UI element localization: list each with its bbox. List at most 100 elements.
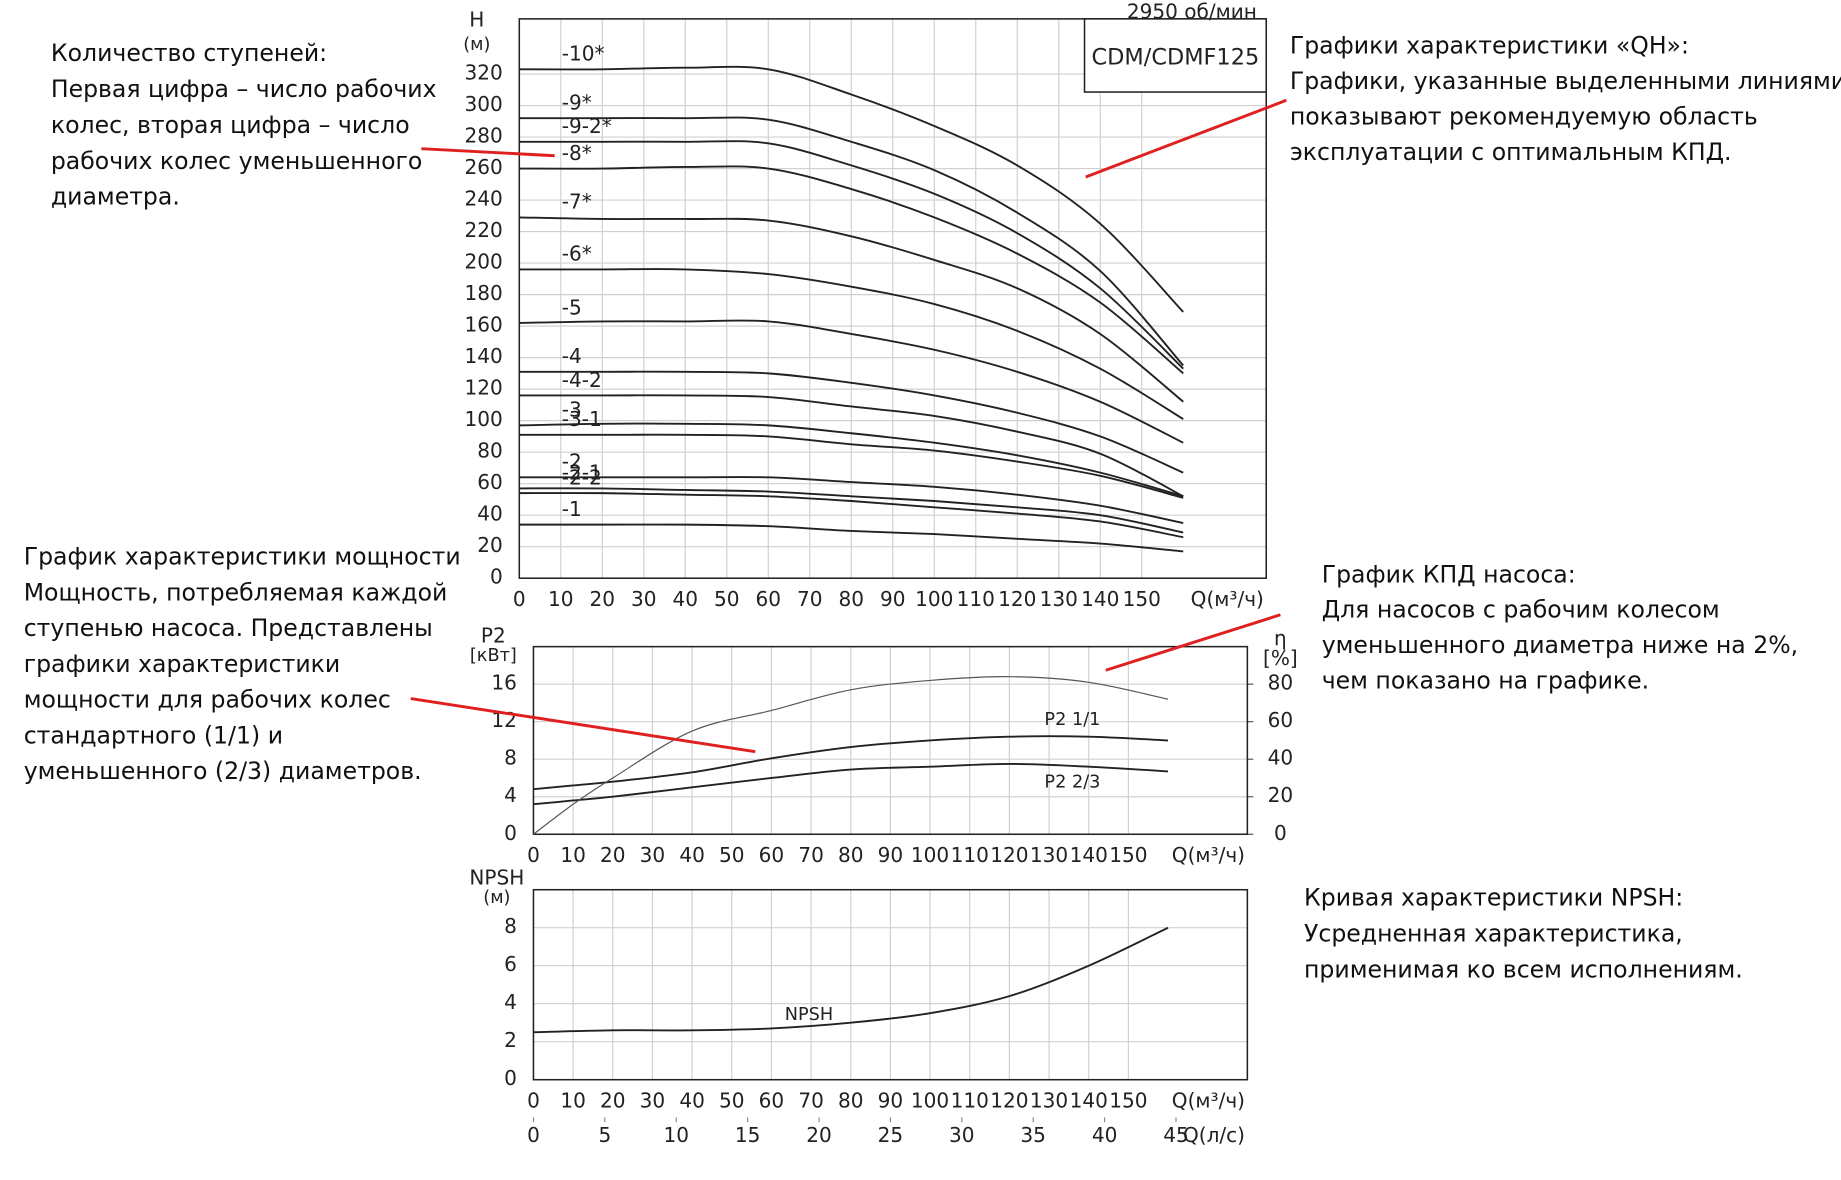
annotation-text: Графики характеристики «QH»: — [1290, 32, 1689, 60]
annotation-text: уменьшенного (2/3) диаметров. — [24, 757, 422, 785]
y-tick-label: 8 — [504, 746, 517, 770]
series-label: NPSH — [785, 1005, 833, 1025]
y-tick-label: 280 — [465, 124, 503, 148]
x2-tick-label: 0 — [527, 1123, 540, 1147]
annotation-text: ступенью насоса. Представлены — [24, 614, 433, 642]
x-axis-label: Q(м³/ч) — [1191, 587, 1264, 611]
x-tick-label: 140 — [1070, 843, 1108, 867]
x-tick-label: 120 — [990, 843, 1028, 867]
y-tick-label: 100 — [465, 407, 503, 431]
y2-tick-label: 80 — [1268, 671, 1294, 695]
y-tick-label: 220 — [465, 218, 503, 242]
y-axis-label: (м) — [463, 35, 490, 55]
series-label: -6* — [562, 242, 592, 266]
y-tick-label: 0 — [504, 821, 517, 845]
y-tick-label: 4 — [504, 783, 517, 807]
x-tick-label: 120 — [998, 587, 1036, 611]
x-axis-label: Q(м³/ч) — [1172, 843, 1245, 867]
curve — [519, 523, 1184, 553]
x-tick-label: 10 — [548, 587, 574, 611]
series-label: -3 — [562, 398, 582, 422]
plot-frame — [518, 18, 1268, 579]
x-axis-label: Q(м³/ч) — [1172, 1089, 1245, 1113]
series-label: P2 1/1 — [1044, 710, 1100, 730]
y-tick-label: 60 — [477, 470, 503, 494]
series-label: -2-2 — [562, 465, 602, 489]
x-tick-label: 70 — [798, 1089, 824, 1113]
x-tick-label: 0 — [527, 843, 540, 867]
chart-subtitle: 2950 об/мин — [1127, 0, 1257, 23]
curve — [519, 140, 1184, 370]
y-tick-label: 16 — [491, 671, 517, 695]
x-tick-label: 100 — [915, 587, 953, 611]
x-tick-label: 90 — [878, 843, 904, 867]
x-tick-label: 60 — [756, 587, 782, 611]
x-tick-label: 40 — [673, 587, 699, 611]
curve — [519, 165, 1184, 375]
x-tick-label: 0 — [513, 587, 526, 611]
x2-tick-label: 35 — [1020, 1123, 1046, 1147]
x-tick-label: 90 — [878, 1089, 904, 1113]
y-tick-label: 260 — [465, 155, 503, 179]
annotation-text: График характеристики мощности — [24, 543, 461, 571]
annotation-text: Количество ступеней: — [51, 39, 327, 67]
x-tick-label: 70 — [798, 843, 824, 867]
y-axis-label: NPSH — [469, 866, 524, 890]
x-tick-label: 20 — [600, 843, 626, 867]
x-tick-label: 130 — [1040, 587, 1078, 611]
x-tick-label: 140 — [1070, 1089, 1108, 1113]
x2-tick-label: 40 — [1092, 1123, 1118, 1147]
leader-line — [1085, 98, 1287, 179]
annotation-text: рабочих колес уменьшенного — [51, 147, 423, 175]
y-tick-label: 320 — [465, 61, 503, 85]
title-box — [1083, 18, 1268, 93]
x-tick-label: 110 — [951, 1089, 989, 1113]
y-axis-label: [кВт] — [470, 646, 517, 666]
annotation-text: мощности для рабочих колес — [24, 686, 391, 714]
curve — [519, 492, 1184, 539]
x2-tick-label: 15 — [735, 1123, 761, 1147]
leader-line — [1105, 613, 1281, 672]
y2-axis-label: η — [1274, 626, 1287, 650]
curve — [519, 433, 1184, 499]
x-tick-label: 30 — [631, 587, 657, 611]
curve — [519, 116, 1184, 367]
x-tick-label: 110 — [957, 587, 995, 611]
x2-tick-label: 25 — [878, 1123, 904, 1147]
annotation-text: применимая ко всем исполнениям. — [1304, 956, 1743, 984]
y2-tick-label: 40 — [1268, 746, 1294, 770]
curve — [519, 65, 1184, 313]
annotation-text: Графики, указанные выделенными линиями, — [1290, 67, 1841, 95]
x-tick-label: 50 — [719, 843, 745, 867]
y-tick-label: 4 — [504, 990, 517, 1014]
x-tick-label: 120 — [990, 1089, 1028, 1113]
y-tick-label: 80 — [477, 439, 503, 463]
series-label: -7* — [562, 190, 592, 214]
x2-tick-label: 10 — [663, 1123, 689, 1147]
x-tick-label: 130 — [1030, 1089, 1068, 1113]
curve — [533, 762, 1169, 806]
x-tick-label: 30 — [640, 1089, 666, 1113]
y2-axis-label: [%] — [1263, 646, 1298, 670]
x-tick-label: 20 — [600, 1089, 626, 1113]
x2-tick-label: 45 — [1163, 1123, 1189, 1147]
series-label: -8* — [562, 141, 592, 165]
annotation-text: уменьшенного диаметра ниже на 2%, — [1322, 631, 1798, 659]
series-label: -2 — [562, 450, 582, 474]
x-tick-label: 30 — [640, 843, 666, 867]
x-tick-label: 10 — [560, 1089, 586, 1113]
x-tick-label: 150 — [1109, 1089, 1147, 1113]
curve — [519, 476, 1184, 524]
series-label: -10* — [562, 42, 605, 66]
series-label: -4 — [562, 344, 582, 368]
x-tick-label: 70 — [797, 587, 823, 611]
y-tick-label: 180 — [465, 281, 503, 305]
x-tick-label: 60 — [759, 1089, 785, 1113]
series-label: -4-2 — [562, 368, 602, 392]
x2-axis-label: Q(л/с) — [1183, 1123, 1245, 1147]
annotation-text: Усредненная характеристика, — [1304, 920, 1683, 948]
x-tick-label: 50 — [719, 1089, 745, 1113]
annotation-text: График КПД насоса: — [1322, 560, 1576, 588]
y-tick-label: 120 — [465, 376, 503, 400]
